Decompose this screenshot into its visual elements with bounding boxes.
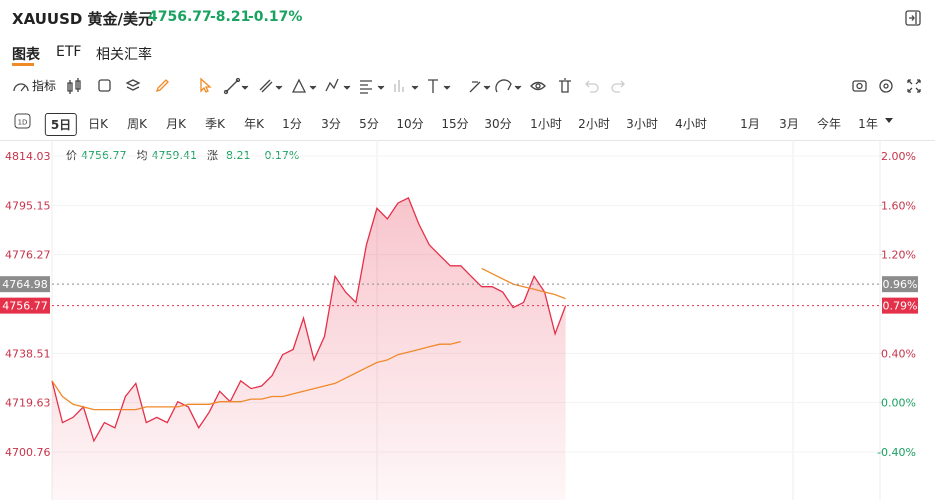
line-tool[interactable]	[225, 79, 239, 93]
day-icon[interactable]: 1D	[14, 112, 32, 130]
reference-label-left: 4764.98	[2, 278, 48, 291]
timeframe[interactable]: 3月	[779, 117, 799, 131]
change-pct: -0.17%	[248, 9, 303, 25]
timeframe[interactable]: 5日	[44, 113, 78, 136]
more-caret[interactable]	[884, 117, 894, 125]
tab[interactable]: 图表	[12, 47, 40, 63]
indicator-label[interactable]: 指标	[32, 78, 56, 93]
timeframe[interactable]: 今年	[816, 117, 842, 131]
timeframe[interactable]: 2小时	[578, 117, 610, 131]
price-line	[51, 197, 567, 443]
y-tick-label: 4814.03	[5, 150, 51, 163]
channel-tool[interactable]	[259, 79, 273, 93]
camera-icon[interactable]	[852, 80, 867, 92]
undo-icon	[585, 80, 599, 93]
dropdown-carets	[241, 85, 522, 90]
timeframe[interactable]: 日K	[88, 117, 108, 131]
timeframe[interactable]: 月K	[166, 117, 186, 131]
y2-tick-label: 1.60%	[881, 199, 916, 212]
price-area	[52, 197, 566, 500]
timeframe[interactable]: 15分	[441, 117, 469, 131]
triangle-tool[interactable]	[291, 78, 307, 93]
y-tick-label: 4719.63	[5, 397, 51, 410]
trash-icon[interactable]	[559, 78, 571, 93]
price: 4756.77	[148, 9, 212, 25]
layer-icon[interactable]	[125, 79, 141, 91]
timeframe[interactable]: 年K	[244, 117, 264, 131]
y-tick-label: 4738.51	[5, 347, 51, 360]
chart: 价 4756.77 均 4759.41 涨 -8.21 -0.17% 4700.764719…	[0, 140, 935, 500]
y2-tick-label: 2.00%	[881, 150, 916, 163]
pattern-tool[interactable]	[325, 78, 339, 92]
timeframe[interactable]: 1年	[858, 117, 878, 131]
average-line	[51, 267, 566, 411]
settings-icon[interactable]	[879, 79, 893, 93]
timeframe[interactable]: 1小时	[530, 117, 562, 131]
toolbar: 指标	[13, 77, 921, 95]
timeframe[interactable]: 1月	[740, 117, 760, 131]
symbol: XAUUSD 黄金/美元	[12, 10, 154, 28]
day-icon-label: 1D	[18, 119, 28, 127]
tab-underline	[12, 63, 34, 66]
cursor-icon[interactable]	[200, 77, 212, 93]
eye-icon[interactable]	[530, 81, 546, 91]
reference-label-right: 0.79%	[883, 300, 918, 313]
y2-tick-label: 0.00%	[881, 397, 916, 410]
timeframe[interactable]: 1分	[282, 117, 302, 131]
timeframe[interactable]: 5分	[359, 117, 379, 131]
reference-box-right	[882, 276, 918, 293]
reference-box-left	[0, 276, 50, 293]
timeframe[interactable]: 10分	[396, 117, 424, 131]
timeframe[interactable]: 3分	[321, 117, 341, 131]
magnet-tool[interactable]	[495, 79, 512, 93]
y2-tick-label: -0.40%	[877, 446, 916, 459]
shape-icon[interactable]	[98, 79, 111, 92]
change: -8.21	[210, 9, 251, 25]
measure-tool	[394, 80, 404, 92]
redo-icon	[611, 80, 625, 93]
tab[interactable]: ETF	[56, 44, 82, 60]
tab[interactable]: 相关汇率	[96, 47, 152, 63]
timeframe[interactable]: 3小时	[626, 117, 658, 131]
fullscreen-icon[interactable]	[907, 79, 921, 93]
candle-icon[interactable]	[67, 78, 81, 94]
timeframe[interactable]: 季K	[205, 117, 225, 131]
y-tick-label: 4795.15	[5, 199, 51, 212]
exit-icon[interactable]	[905, 10, 921, 26]
y2-tick-label: 0.40%	[881, 347, 916, 360]
timeframe[interactable]: 30分	[484, 117, 512, 131]
fib-tool[interactable]	[360, 80, 372, 94]
indicator-icon[interactable]	[13, 83, 29, 92]
y2-tick-label: 1.20%	[881, 249, 916, 262]
reference-label-right: 0.96%	[883, 278, 918, 291]
pen-icon[interactable]	[155, 79, 169, 93]
timeframe[interactable]: 4小时	[675, 117, 707, 131]
brush-tool[interactable]	[469, 81, 481, 93]
y-tick-label: 4776.27	[5, 249, 51, 262]
reference-box-left	[0, 297, 50, 314]
y-tick-label: 4700.76	[5, 446, 51, 459]
reference-box-right	[882, 297, 918, 314]
text-tool[interactable]	[428, 79, 438, 93]
reference-label-left: 4756.77	[2, 300, 48, 313]
timeframe[interactable]: 周K	[127, 117, 147, 131]
